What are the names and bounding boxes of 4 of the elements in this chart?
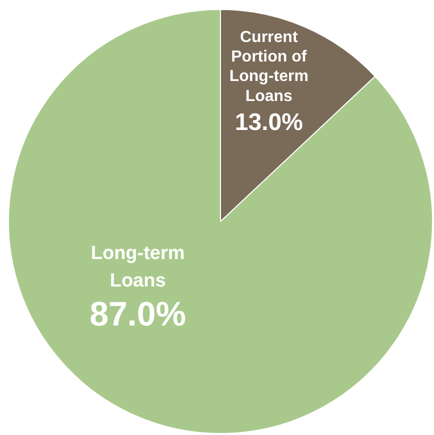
data-label: 87.0%	[90, 296, 186, 334]
data-label: 13.0%	[234, 109, 303, 136]
slice-label: Current Portion of Long-term Loans	[229, 29, 308, 105]
slice-label: Long-term Loans	[90, 243, 185, 292]
